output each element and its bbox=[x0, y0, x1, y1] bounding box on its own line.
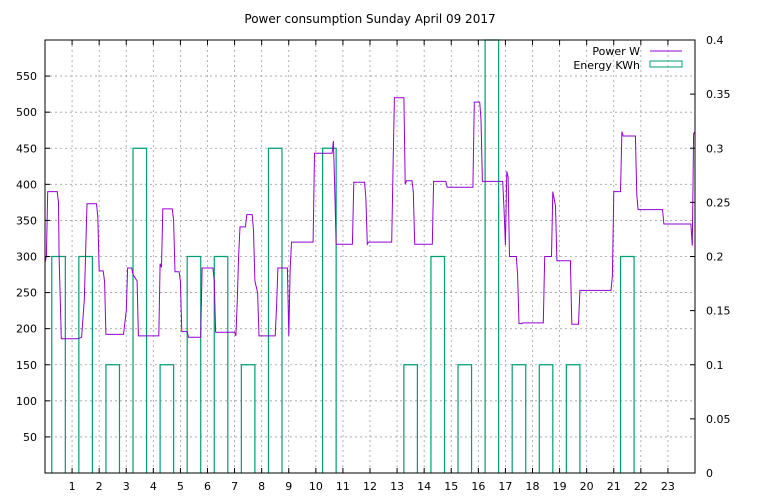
x-tick-label: 9 bbox=[285, 480, 292, 493]
energy-bar bbox=[213, 255, 229, 473]
x-tick-label: 22 bbox=[634, 480, 648, 493]
x-tick-label: 19 bbox=[553, 480, 567, 493]
energy-bar bbox=[51, 255, 66, 473]
energy-bar bbox=[267, 147, 283, 473]
energy-bar bbox=[159, 364, 175, 473]
x-tick-label: 15 bbox=[444, 480, 458, 493]
y-tick-label: 250 bbox=[16, 287, 37, 300]
x-tick-label: 18 bbox=[526, 480, 540, 493]
energy-bar bbox=[430, 255, 446, 473]
legend-label-energy: Energy KWh bbox=[573, 59, 640, 72]
y2-tick-label: 0.15 bbox=[706, 305, 731, 318]
energy-bar bbox=[322, 147, 337, 473]
grid bbox=[45, 40, 695, 473]
y2-tick-label: 0.4 bbox=[706, 34, 724, 47]
legend-label-power: Power W bbox=[592, 45, 640, 58]
energy-bar bbox=[538, 364, 554, 473]
y-tick-label: 500 bbox=[16, 106, 37, 119]
axes: 1 2 3 4 5 6 7 8 9 10 11 12 13 14 15 16 17 18 19 20 21 22 23501… bbox=[16, 34, 731, 493]
x-tick-label: 20 bbox=[580, 480, 594, 493]
y-tick-label: 350 bbox=[16, 214, 37, 227]
energy-bar bbox=[511, 364, 527, 473]
plot-border bbox=[44, 39, 696, 474]
y-tick-label: 150 bbox=[16, 359, 37, 372]
x-tick-label: 7 bbox=[231, 480, 238, 493]
energy-bars bbox=[51, 39, 635, 473]
energy-bar bbox=[132, 147, 148, 473]
energy-bar bbox=[186, 255, 202, 473]
x-tick-label: 12 bbox=[363, 480, 377, 493]
y2-tick-label: 0.2 bbox=[706, 251, 724, 264]
x-tick-label: 13 bbox=[390, 480, 404, 493]
y2-tick-label: 0.35 bbox=[706, 88, 731, 101]
y2-tick-label: 0.1 bbox=[706, 359, 724, 372]
y2-tick-label: 0 bbox=[706, 467, 713, 480]
y2-tick-label: 0.3 bbox=[706, 142, 724, 155]
x-tick-label: 6 bbox=[204, 480, 211, 493]
x-tick-label: 2 bbox=[96, 480, 103, 493]
energy-bar bbox=[403, 364, 418, 473]
energy-bar bbox=[565, 364, 581, 473]
x-tick-label: 1 bbox=[69, 480, 76, 493]
y-tick-label: 450 bbox=[16, 142, 37, 155]
legend-swatch-energy bbox=[649, 60, 683, 68]
x-tick-label: 14 bbox=[417, 480, 431, 493]
y2-tick-label: 0.05 bbox=[706, 413, 731, 426]
x-tick-label: 10 bbox=[309, 480, 323, 493]
legend: Power W Energy KWh bbox=[573, 45, 683, 72]
x-tick-label: 3 bbox=[123, 480, 130, 493]
y-tick-label: 400 bbox=[16, 178, 37, 191]
x-tick-label: 8 bbox=[258, 480, 265, 493]
x-tick-label: 16 bbox=[471, 480, 485, 493]
x-tick-label: 4 bbox=[150, 480, 157, 493]
power-line bbox=[44, 97, 696, 340]
x-tick-label: 21 bbox=[607, 480, 621, 493]
y-tick-label: 100 bbox=[16, 395, 37, 408]
energy-bar bbox=[240, 364, 256, 473]
energy-bar bbox=[619, 255, 635, 473]
power-line-group bbox=[44, 97, 696, 340]
x-tick-label: 23 bbox=[661, 480, 675, 493]
y-tick-label: 200 bbox=[16, 323, 37, 336]
y-tick-label: 550 bbox=[16, 70, 37, 83]
y-tick-label: 300 bbox=[16, 251, 37, 264]
x-tick-label: 11 bbox=[336, 480, 350, 493]
chart-title: Power consumption Sunday April 09 2017 bbox=[244, 12, 495, 26]
energy-bar bbox=[105, 364, 121, 473]
y-tick-label: 50 bbox=[23, 431, 37, 444]
x-tick-label: 17 bbox=[498, 480, 512, 493]
energy-bar bbox=[457, 364, 473, 473]
y2-tick-label: 0.25 bbox=[706, 196, 731, 209]
x-tick-label: 5 bbox=[177, 480, 184, 493]
